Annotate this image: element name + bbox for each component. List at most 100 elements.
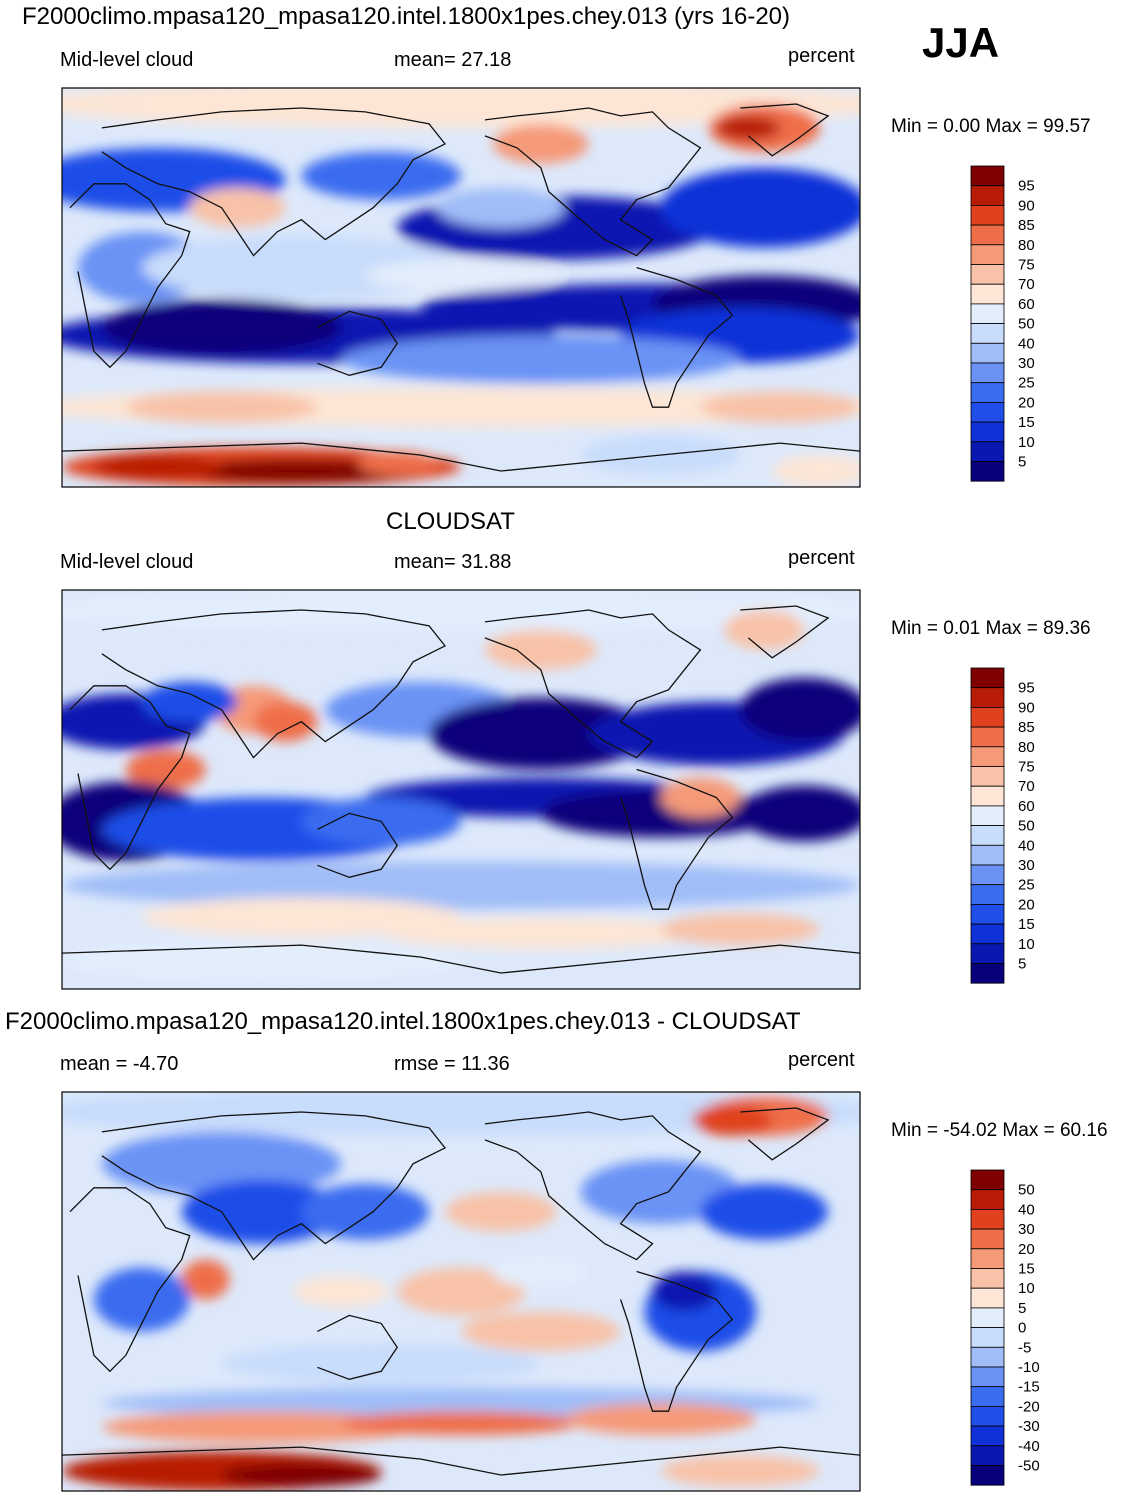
colorbar-swatch <box>970 283 1005 305</box>
colorbar-tick-label: 70 <box>1018 778 1035 795</box>
panel-3-rmse-label: rmse = 11.36 <box>394 1053 510 1075</box>
contour-region <box>461 1311 621 1352</box>
colorbar-tick-label: 0 <box>1018 1320 1026 1337</box>
colorbar-tick-label: 80 <box>1018 739 1035 756</box>
contour-region <box>445 1191 557 1232</box>
contour-region <box>341 335 741 384</box>
colorbar-tick-label: 10 <box>1018 434 1035 451</box>
colorbar-swatch <box>970 362 1005 384</box>
contour-region <box>101 299 342 356</box>
colorbar-tick-label: 15 <box>1018 1261 1035 1278</box>
contour-region <box>93 1267 190 1332</box>
colorbar-swatch <box>970 165 1005 187</box>
colorbar-swatch <box>970 421 1005 443</box>
colorbar-tick-label: 60 <box>1018 798 1035 815</box>
coastline <box>740 605 830 659</box>
contour-region <box>397 1267 525 1316</box>
coastlines <box>62 1107 860 1476</box>
colorbar-tick-label: 20 <box>1018 896 1035 913</box>
contour-region <box>293 1275 390 1308</box>
colorbar-tick-label: 80 <box>1018 237 1035 254</box>
panel-1-variable-label: Mid-level cloud <box>60 49 194 71</box>
colorbar-swatch <box>970 1307 1005 1329</box>
colorbar-1: 95 90 85 80 75 70 60 50 40 30 25 20 15 10 5 <box>970 165 1035 482</box>
colorbar-tick-label: 95 <box>1018 178 1035 195</box>
colorbar-swatch <box>970 884 1005 905</box>
colorbar-swatch <box>970 204 1005 226</box>
contour-region <box>181 1259 230 1300</box>
contour-region <box>484 629 597 670</box>
contour-region <box>564 1403 757 1436</box>
contour-region <box>221 1463 382 1488</box>
coastlines <box>62 605 860 974</box>
contour-region <box>429 697 653 770</box>
colorbar-swatch <box>970 1346 1005 1368</box>
colorbar-tick-label: 60 <box>1018 296 1035 313</box>
contour-region <box>221 1343 541 1384</box>
colorbar-tick-label: 25 <box>1018 877 1035 894</box>
contour-region <box>125 391 318 424</box>
contour-region <box>141 681 238 722</box>
coastline <box>317 812 398 878</box>
colorbar-swatch <box>970 1268 1005 1289</box>
colorbar-tick-label: 5 <box>1018 1300 1026 1317</box>
coastline <box>619 266 734 408</box>
contour-region <box>101 1131 342 1196</box>
panel-3-minmax: Min = -54.02 Max = 60.16 <box>891 1120 1108 1141</box>
colorbar-tick-label: 40 <box>1018 837 1035 854</box>
colorbar-swatch <box>970 726 1005 748</box>
colorbar-tick-label: 85 <box>1018 217 1035 234</box>
colorbar-tick-label: 5 <box>1018 956 1026 973</box>
panel-2-minmax: Min = 0.01 Max = 89.36 <box>891 618 1091 639</box>
colorbar-tick-label: -10 <box>1018 1359 1040 1376</box>
panel-1-mean-label: mean= 27.18 <box>394 49 512 71</box>
colorbar-tick-label: 30 <box>1018 355 1035 372</box>
panel-1-minmax: Min = 0.00 Max = 99.57 <box>891 116 1091 137</box>
colorbar-tick-label: 10 <box>1018 1280 1035 1297</box>
colorbar-tick-label: 50 <box>1018 1182 1035 1199</box>
colorbar-swatch <box>970 244 1005 265</box>
contour-region <box>125 749 206 790</box>
colorbar-swatch <box>970 805 1005 827</box>
coastline <box>101 107 447 257</box>
coastline <box>317 1314 398 1380</box>
colorbar-tick-label: 40 <box>1018 335 1035 352</box>
coastline <box>101 1111 447 1261</box>
coastline <box>484 107 702 257</box>
colorbar-tick-label: 15 <box>1018 414 1035 431</box>
contour-region <box>772 455 860 487</box>
colorbar-swatch <box>970 1248 1005 1269</box>
contour-region <box>189 187 286 228</box>
colorbar-tick-label: 30 <box>1018 857 1035 874</box>
contour-region <box>62 941 461 982</box>
contour-region <box>301 151 462 200</box>
map-frame <box>61 87 861 488</box>
panel-2-title: CLOUDSAT <box>386 508 515 535</box>
contour-region <box>652 1271 717 1312</box>
colorbar-tick-label: 20 <box>1018 394 1035 411</box>
contour-region <box>740 677 860 742</box>
colorbar-swatch <box>970 1406 1005 1427</box>
colorbar-swatch <box>970 264 1005 285</box>
contour-region <box>181 1179 342 1244</box>
colorbar-tick-label: 25 <box>1018 375 1035 392</box>
panel-2-units-label: percent <box>788 547 855 569</box>
colorbar-swatch <box>970 1386 1005 1407</box>
coastline <box>69 685 191 871</box>
colorbar-tick-label: 40 <box>1018 1201 1035 1218</box>
colorbar-tick-label: -50 <box>1018 1458 1040 1475</box>
panel-3-units-label: percent <box>788 1049 855 1071</box>
contour-region <box>357 451 438 476</box>
colorbar-swatch <box>970 1169 1005 1191</box>
contour-region <box>660 167 860 248</box>
contour-region <box>692 1103 773 1136</box>
map-panel-2 <box>61 589 861 990</box>
colorbar-swatch <box>970 1327 1005 1348</box>
contour-region <box>660 777 741 818</box>
contour-field <box>62 88 860 487</box>
contour-region <box>660 913 821 946</box>
contour-region <box>253 701 318 742</box>
colorbar-tick-label: 5 <box>1018 454 1026 471</box>
colorbar-swatch <box>970 1366 1005 1388</box>
